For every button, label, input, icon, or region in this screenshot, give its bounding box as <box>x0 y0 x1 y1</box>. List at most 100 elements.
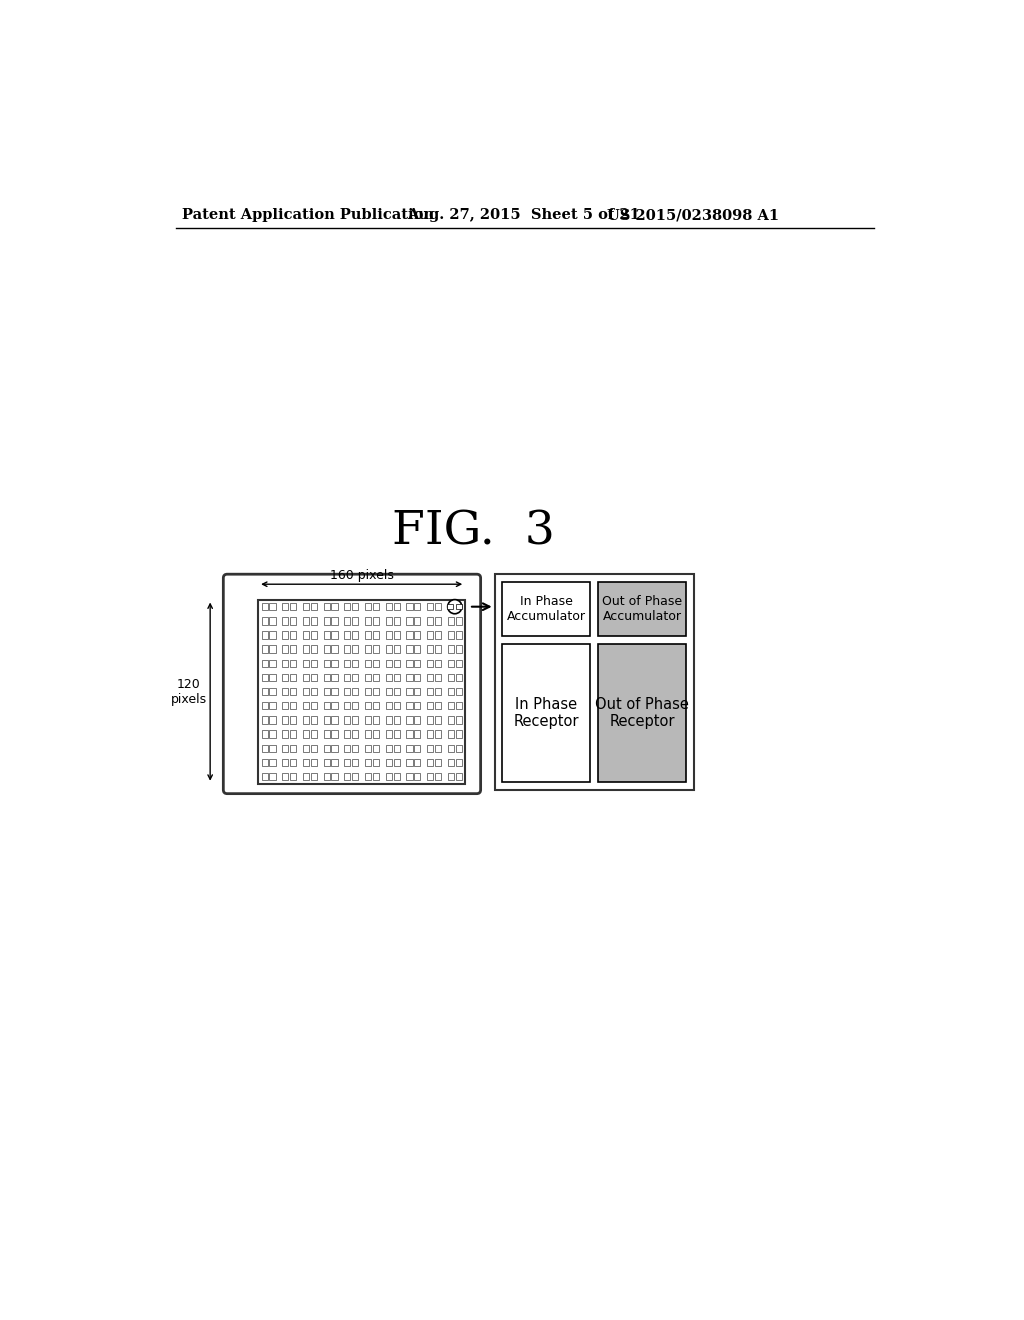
Bar <box>283 603 289 610</box>
Bar <box>261 730 267 738</box>
Bar <box>290 744 296 752</box>
Bar <box>447 618 454 624</box>
Bar <box>427 702 433 709</box>
Bar <box>310 645 317 653</box>
Bar <box>495 574 693 789</box>
Bar <box>435 774 441 780</box>
Bar <box>373 730 379 738</box>
Bar <box>407 688 413 696</box>
Bar <box>598 582 686 636</box>
Bar <box>427 645 433 653</box>
Bar <box>415 730 421 738</box>
Bar <box>283 660 289 667</box>
Bar <box>344 618 350 624</box>
Bar <box>435 759 441 766</box>
Bar <box>290 618 296 624</box>
Bar <box>386 631 392 639</box>
Bar <box>456 744 462 752</box>
Bar <box>283 631 289 639</box>
Bar <box>427 774 433 780</box>
Bar <box>365 774 371 780</box>
Bar <box>344 744 350 752</box>
Bar <box>435 631 441 639</box>
Bar <box>261 631 267 639</box>
Bar <box>283 702 289 709</box>
Bar <box>269 702 275 709</box>
Bar <box>344 660 350 667</box>
Bar <box>503 644 590 781</box>
Bar <box>393 618 399 624</box>
Bar <box>352 618 358 624</box>
Bar <box>290 730 296 738</box>
Bar <box>435 744 441 752</box>
Bar <box>303 774 309 780</box>
Bar <box>352 673 358 681</box>
Bar <box>365 717 371 723</box>
Bar <box>332 673 338 681</box>
Bar <box>261 744 267 752</box>
Bar <box>303 660 309 667</box>
Bar <box>303 744 309 752</box>
Bar <box>386 645 392 653</box>
Text: In Phase
Accumulator: In Phase Accumulator <box>507 595 586 623</box>
Bar <box>457 605 462 610</box>
Bar <box>344 603 350 610</box>
Bar <box>310 603 317 610</box>
Bar <box>386 759 392 766</box>
Bar <box>407 702 413 709</box>
Bar <box>332 702 338 709</box>
Bar <box>365 631 371 639</box>
Bar <box>447 744 454 752</box>
Bar <box>415 673 421 681</box>
Bar <box>393 702 399 709</box>
Bar <box>373 603 379 610</box>
Bar <box>373 688 379 696</box>
Bar <box>332 774 338 780</box>
Bar <box>290 717 296 723</box>
Bar <box>261 618 267 624</box>
Bar <box>373 759 379 766</box>
Bar <box>269 673 275 681</box>
Bar <box>261 717 267 723</box>
Bar <box>407 603 413 610</box>
Bar <box>269 688 275 696</box>
Bar <box>290 631 296 639</box>
Bar <box>344 688 350 696</box>
Bar <box>283 759 289 766</box>
Text: Aug. 27, 2015  Sheet 5 of 21: Aug. 27, 2015 Sheet 5 of 21 <box>407 209 640 223</box>
Bar <box>324 660 330 667</box>
Bar <box>352 730 358 738</box>
Bar <box>261 774 267 780</box>
Bar <box>344 774 350 780</box>
Bar <box>303 618 309 624</box>
Bar <box>435 645 441 653</box>
Bar <box>415 717 421 723</box>
Bar <box>373 645 379 653</box>
Bar <box>407 673 413 681</box>
Bar <box>352 645 358 653</box>
Bar <box>324 673 330 681</box>
Bar <box>407 631 413 639</box>
Bar <box>415 631 421 639</box>
Bar <box>415 759 421 766</box>
Bar <box>290 688 296 696</box>
Bar <box>393 631 399 639</box>
Bar <box>352 759 358 766</box>
Bar <box>344 759 350 766</box>
Bar <box>303 688 309 696</box>
Bar <box>435 717 441 723</box>
Bar <box>407 744 413 752</box>
Bar <box>290 603 296 610</box>
Bar <box>303 673 309 681</box>
Bar <box>456 717 462 723</box>
Bar <box>365 702 371 709</box>
Bar <box>415 744 421 752</box>
Bar <box>447 605 454 610</box>
Bar <box>503 582 590 636</box>
Bar <box>310 730 317 738</box>
Bar <box>386 702 392 709</box>
Bar <box>269 744 275 752</box>
Bar <box>303 645 309 653</box>
Bar <box>393 744 399 752</box>
Bar <box>303 603 309 610</box>
